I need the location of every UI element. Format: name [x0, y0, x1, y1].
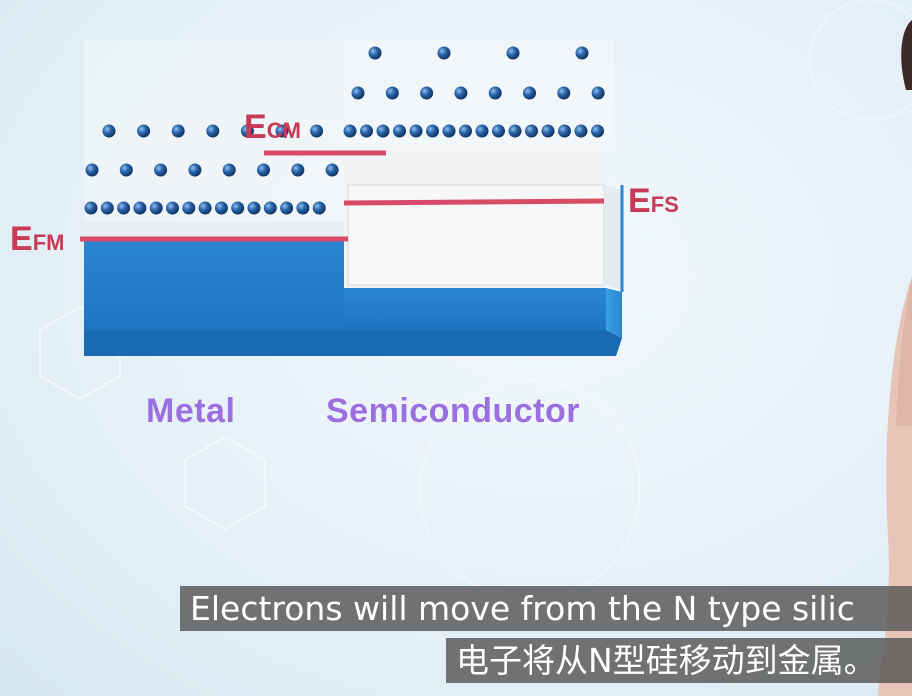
electrons — [84, 46, 605, 215]
electron — [525, 124, 538, 138]
electron — [296, 201, 310, 215]
electron — [154, 163, 168, 177]
electron — [188, 163, 202, 177]
electron — [393, 124, 406, 138]
metal-label: Metal — [146, 392, 236, 430]
electron — [574, 124, 588, 138]
electron — [506, 46, 520, 60]
electron — [454, 86, 468, 100]
electron — [591, 86, 605, 100]
electron — [247, 201, 261, 215]
electron — [102, 124, 116, 138]
electron — [508, 124, 522, 138]
electron — [214, 201, 228, 215]
electron — [385, 86, 399, 100]
electron — [85, 163, 99, 177]
electron — [409, 124, 423, 138]
electron — [257, 163, 270, 177]
electron — [368, 46, 382, 60]
electron — [351, 86, 365, 100]
electron — [310, 124, 324, 138]
electron — [420, 86, 434, 100]
electron — [166, 201, 179, 215]
electron — [291, 163, 305, 177]
electron — [119, 163, 133, 177]
electron — [100, 201, 114, 215]
electron — [149, 201, 163, 215]
electron — [117, 201, 131, 215]
electron — [575, 46, 589, 60]
electron — [325, 163, 339, 177]
subtitle-english: Electrons will move from the N type sili… — [180, 586, 912, 631]
electron — [558, 124, 571, 138]
e-fm-label: EFM — [10, 220, 64, 259]
e-fm-main: E — [10, 220, 33, 258]
electron — [280, 201, 294, 215]
electron — [343, 124, 357, 138]
e-fs-sub: FS — [650, 192, 679, 217]
subtitle-chinese: 电子将从N型硅移动到金属。 — [446, 638, 912, 683]
electron — [133, 201, 147, 215]
electron — [488, 86, 502, 100]
energy-levels — [80, 150, 605, 242]
electron — [557, 86, 571, 100]
electron — [198, 201, 212, 215]
electron — [591, 124, 604, 138]
metal-block — [84, 40, 346, 356]
presenter-figure — [878, 276, 912, 696]
e-cm-sub: CM — [266, 118, 301, 143]
electron — [360, 124, 373, 138]
electron — [541, 124, 555, 138]
presenter-hair — [901, 20, 912, 90]
e-fs-label: EFS — [628, 182, 679, 221]
electron — [222, 163, 236, 177]
electron — [263, 201, 277, 215]
semiconductor-block — [344, 40, 624, 356]
electron — [442, 124, 456, 138]
e-cm-main: E — [244, 108, 267, 146]
electron — [137, 124, 151, 138]
e-cm-label: ECM — [244, 108, 301, 147]
electron — [376, 124, 390, 138]
electron — [182, 201, 196, 215]
electron — [492, 124, 505, 138]
semiconductor-label: Semiconductor — [326, 392, 580, 430]
e-fm-sub: FM — [32, 230, 65, 255]
electron — [206, 124, 220, 138]
e-fs-main: E — [628, 182, 651, 220]
electron — [437, 46, 451, 60]
electron — [475, 124, 489, 138]
electron — [459, 124, 472, 138]
electron — [312, 201, 326, 215]
electron — [523, 86, 536, 100]
electron — [240, 124, 254, 138]
electron — [171, 124, 185, 138]
electron — [275, 124, 289, 138]
electron — [84, 201, 98, 215]
electron — [426, 124, 439, 138]
electron — [231, 201, 245, 215]
e-fs-line — [343, 198, 605, 206]
